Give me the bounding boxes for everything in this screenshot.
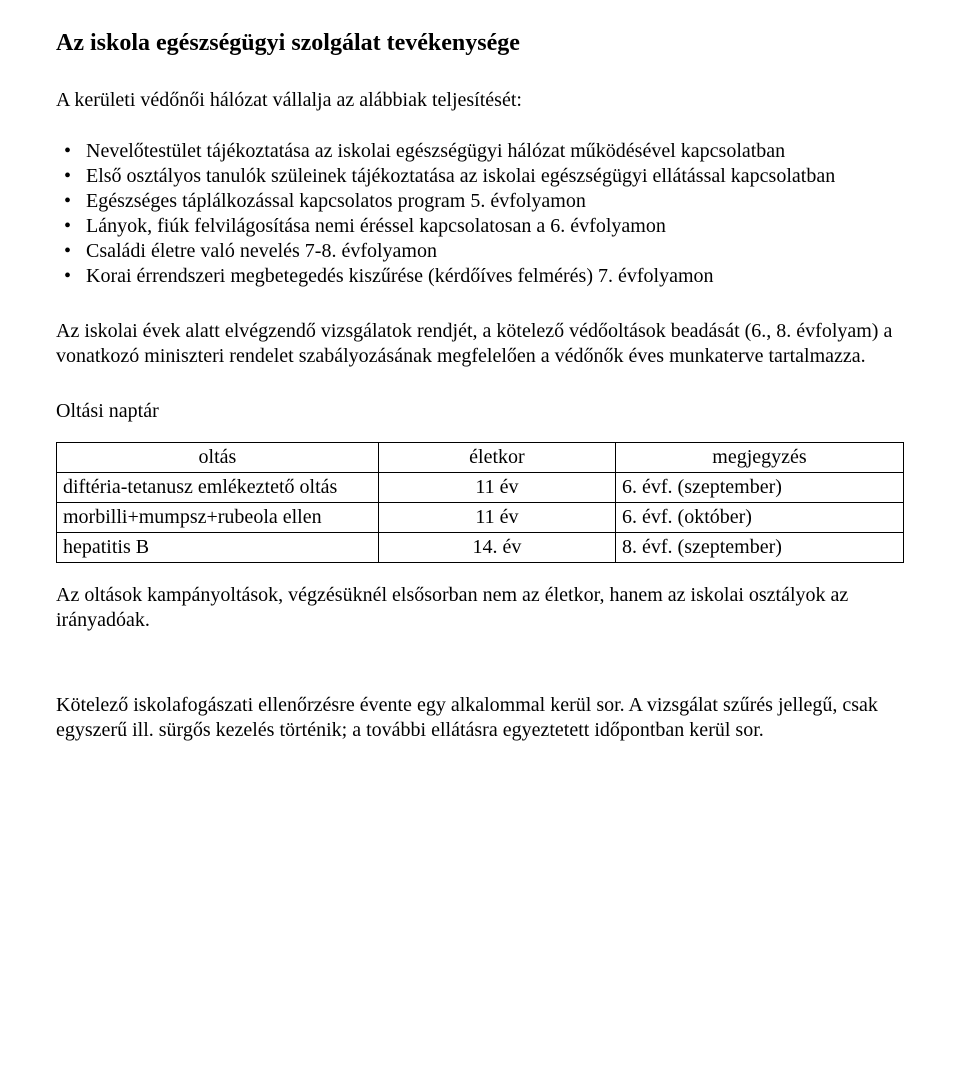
vaccination-table: oltás életkor megjegyzés diftéria-tetanu… [56,442,904,563]
exam-paragraph: Az iskolai évek alatt elvégzendő vizsgál… [56,319,904,369]
list-item: Családi életre való nevelés 7-8. évfolya… [56,239,904,264]
cell-note: 8. évf. (szeptember) [616,533,904,563]
cell-age: 14. év [378,533,615,563]
intro-text: A kerületi védőnői hálózat vállalja az a… [56,88,904,113]
table-row: morbilli+mumpsz+rubeola ellen 11 év 6. é… [57,503,904,533]
list-item: Egészséges táplálkozással kapcsolatos pr… [56,189,904,214]
col-header-age: életkor [378,443,615,473]
campaign-paragraph: Az oltások kampányoltások, végzésüknél e… [56,583,904,633]
col-header-vaccine: oltás [57,443,379,473]
page-title: Az iskola egészségügyi szolgálat tevéken… [56,28,904,58]
document-page: Az iskola egészségügyi szolgálat tevéken… [0,0,960,1067]
table-row: hepatitis B 14. év 8. évf. (szeptember) [57,533,904,563]
cell-age: 11 év [378,503,615,533]
col-header-note: megjegyzés [616,443,904,473]
cell-age: 11 év [378,473,615,503]
cell-vaccine: hepatitis B [57,533,379,563]
list-item: Korai érrendszeri megbetegedés kiszűrése… [56,264,904,289]
list-item: Lányok, fiúk felvilágosítása nemi érésse… [56,214,904,239]
cell-vaccine: morbilli+mumpsz+rubeola ellen [57,503,379,533]
dental-paragraph: Kötelező iskolafogászati ellenőrzésre év… [56,693,904,743]
cell-vaccine: diftéria-tetanusz emlékeztető oltás [57,473,379,503]
list-item: Nevelőtestület tájékoztatása az iskolai … [56,139,904,164]
cell-note: 6. évf. (október) [616,503,904,533]
list-item: Első osztályos tanulók szüleinek tájékoz… [56,164,904,189]
cell-note: 6. évf. (szeptember) [616,473,904,503]
bullet-list: Nevelőtestület tájékoztatása az iskolai … [56,139,904,289]
table-header-row: oltás életkor megjegyzés [57,443,904,473]
table-row: diftéria-tetanusz emlékeztető oltás 11 é… [57,473,904,503]
vaccination-label: Oltási naptár [56,399,904,424]
